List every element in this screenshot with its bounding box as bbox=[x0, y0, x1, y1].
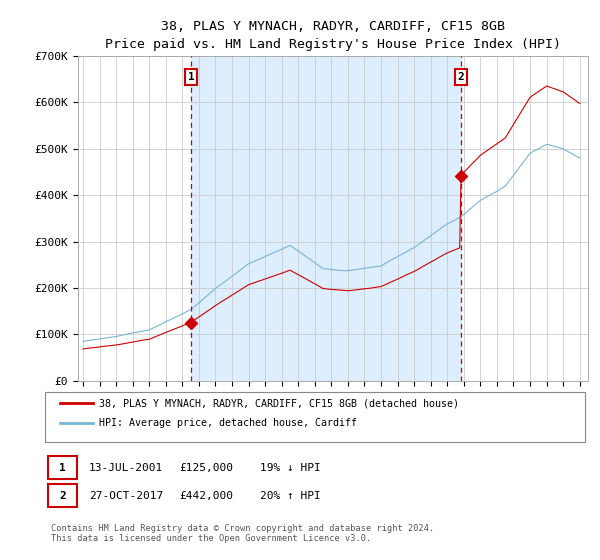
Text: Contains HM Land Registry data © Crown copyright and database right 2024.: Contains HM Land Registry data © Crown c… bbox=[51, 524, 434, 533]
Text: HPI: Average price, detached house, Cardiff: HPI: Average price, detached house, Card… bbox=[99, 418, 357, 428]
Text: This data is licensed under the Open Government Licence v3.0.: This data is licensed under the Open Gov… bbox=[51, 534, 371, 543]
Text: 1: 1 bbox=[188, 72, 194, 82]
Bar bbox=[191, 56, 461, 381]
Text: 19% ↓ HPI: 19% ↓ HPI bbox=[260, 463, 320, 473]
Text: £125,000: £125,000 bbox=[179, 463, 233, 473]
Text: 27-OCT-2017: 27-OCT-2017 bbox=[89, 491, 163, 501]
Text: 2: 2 bbox=[59, 491, 66, 501]
Text: 13-JUL-2001: 13-JUL-2001 bbox=[89, 463, 163, 473]
Text: 1: 1 bbox=[59, 463, 66, 473]
Text: £442,000: £442,000 bbox=[179, 491, 233, 501]
Text: 20% ↑ HPI: 20% ↑ HPI bbox=[260, 491, 320, 501]
Text: 2: 2 bbox=[458, 72, 464, 82]
Text: 38, PLAS Y MYNACH, RADYR, CARDIFF, CF15 8GB (detached house): 38, PLAS Y MYNACH, RADYR, CARDIFF, CF15 … bbox=[99, 398, 459, 408]
Title: 38, PLAS Y MYNACH, RADYR, CARDIFF, CF15 8GB
Price paid vs. HM Land Registry's Ho: 38, PLAS Y MYNACH, RADYR, CARDIFF, CF15 … bbox=[105, 20, 561, 50]
